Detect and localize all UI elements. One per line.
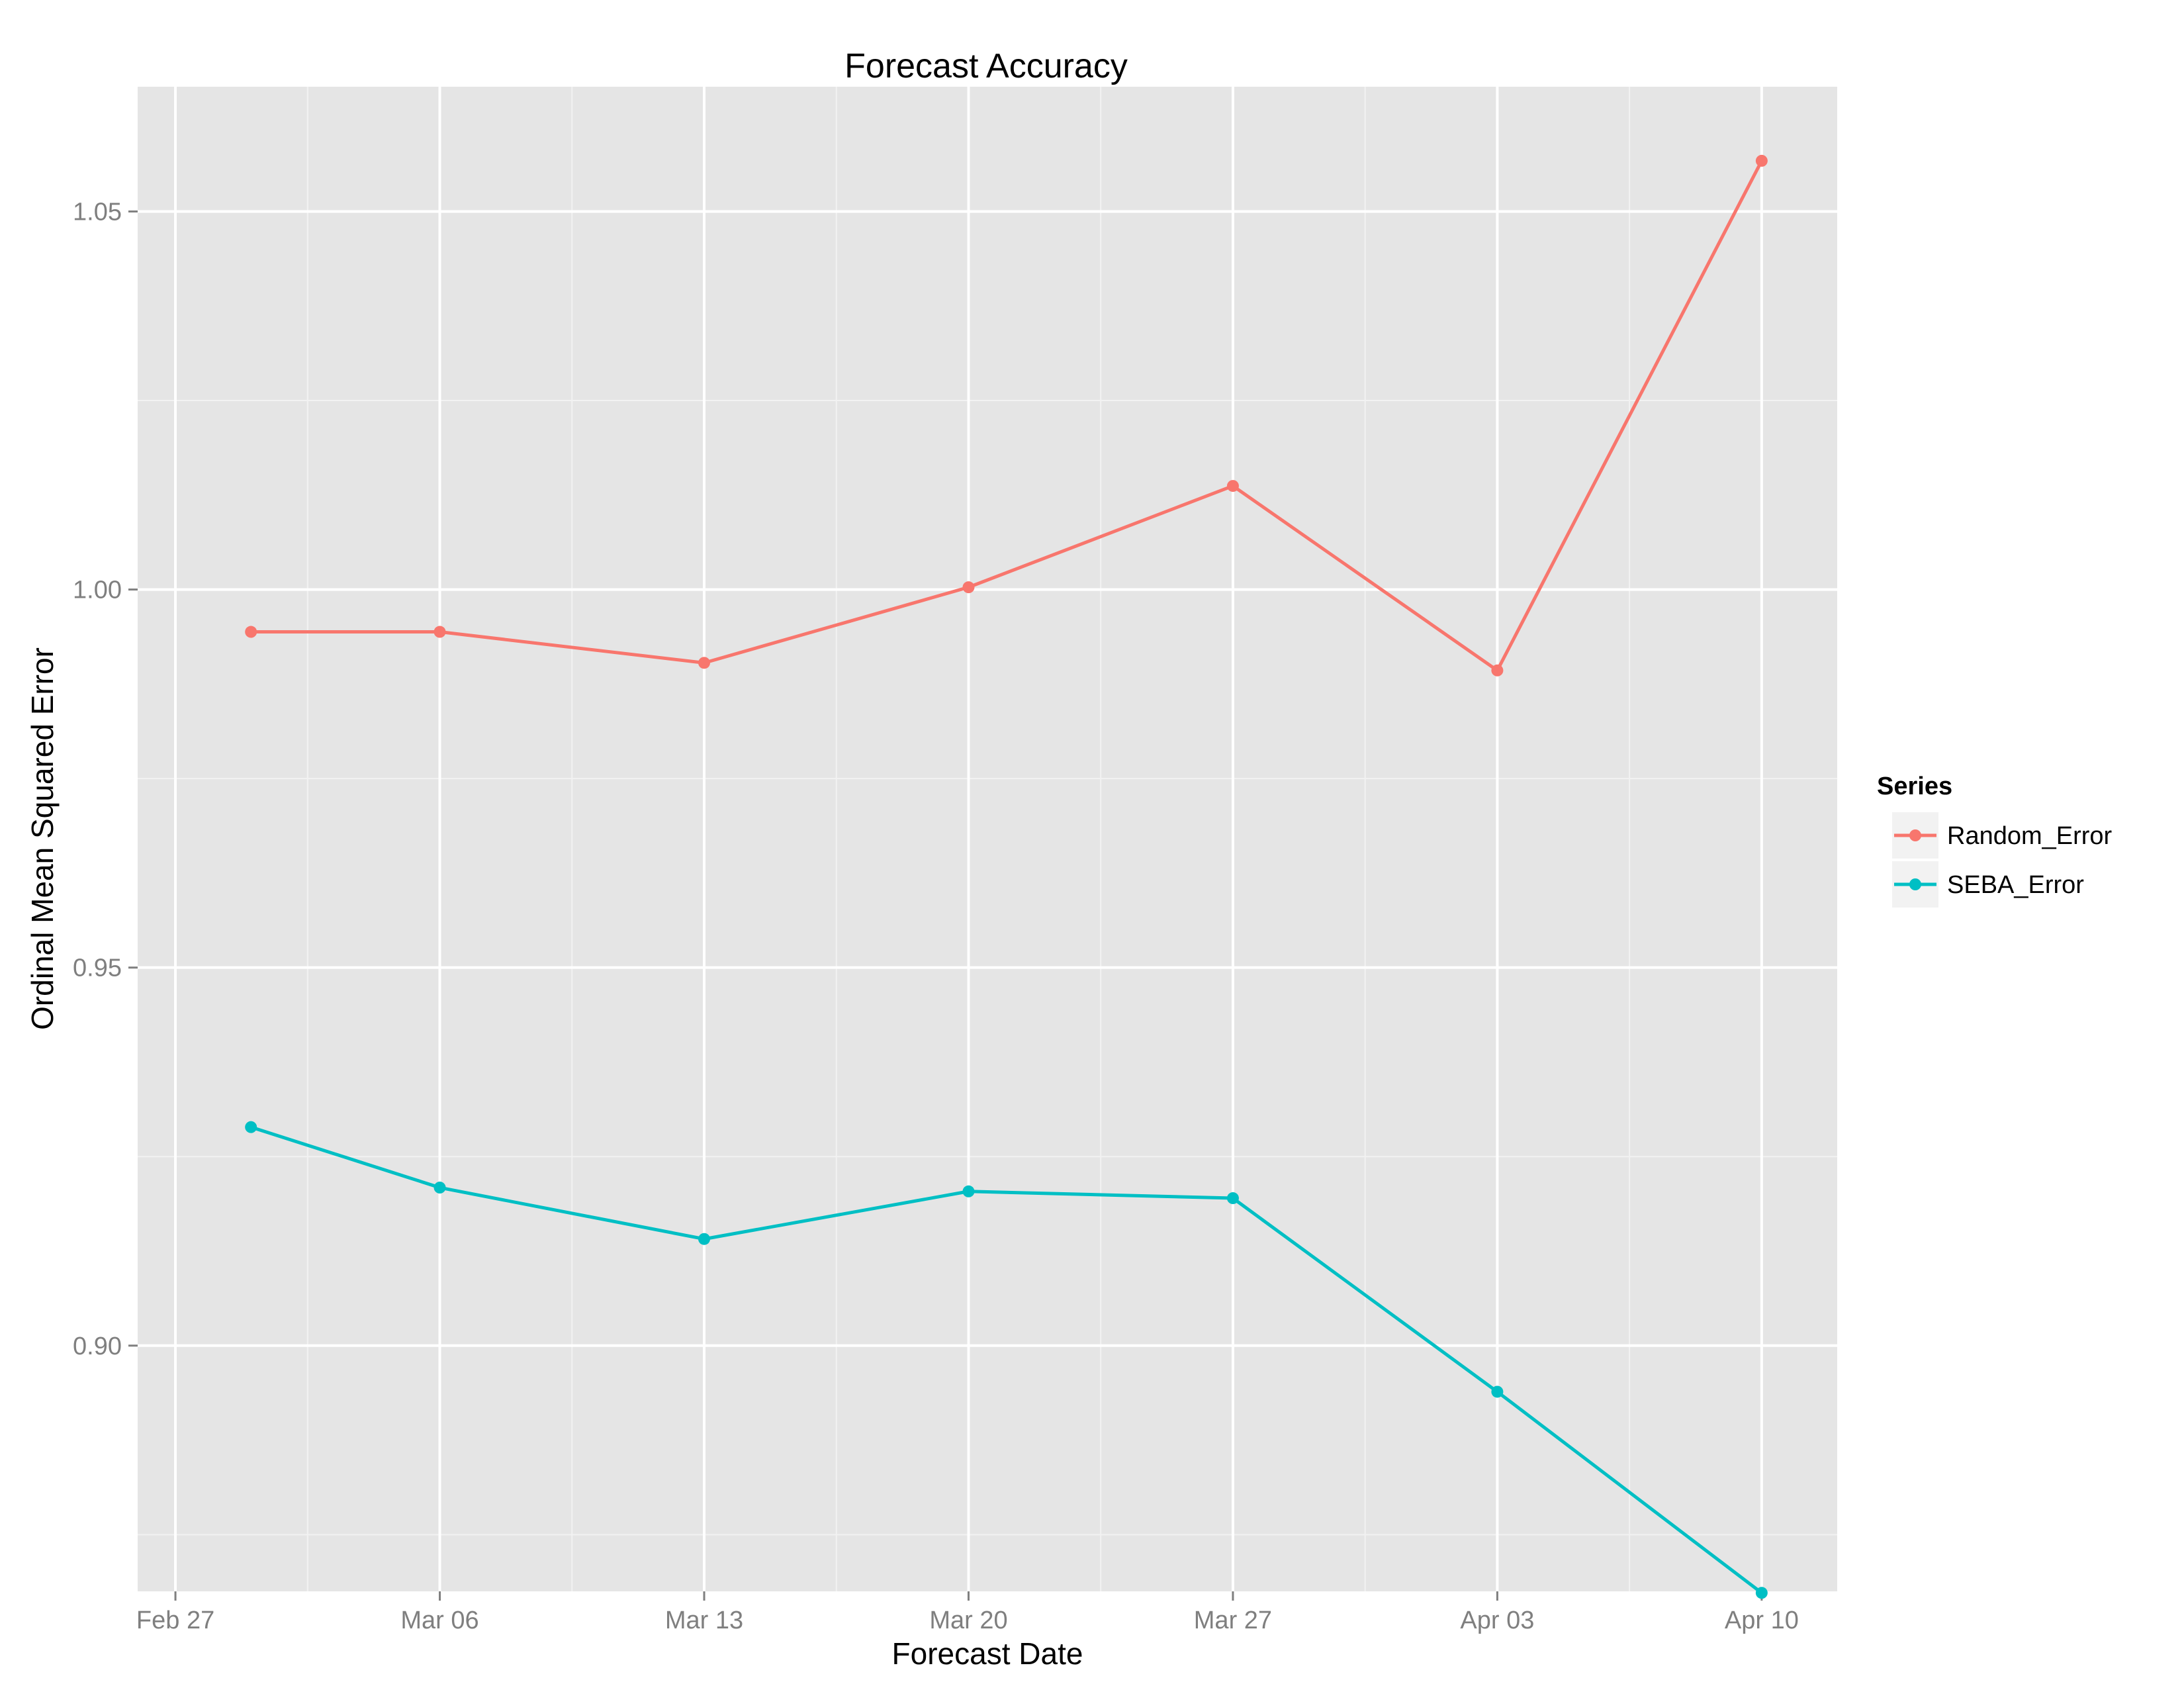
data-point-random-error [1226,480,1239,492]
chart-title: Forecast Accuracy [844,47,1128,85]
x-tick-label: Mar 13 [665,1607,743,1634]
data-point-seba-error [962,1185,975,1197]
data-point-random-error [245,626,257,638]
data-point-seba-error [1755,1587,1768,1599]
legend: Series Random_Error SEBA_Error [1877,773,2113,909]
y-tick-label: 0.90 [73,1333,122,1360]
x-tick-label: Mar 27 [1194,1607,1272,1634]
data-point-seba-error [698,1233,710,1245]
x-tick-label: Feb 27 [136,1607,214,1634]
data-point-random-error [433,626,446,638]
legend-label: Random_Error [1947,822,2113,850]
data-point-random-error [1755,154,1768,167]
plot-panel [138,87,1837,1591]
data-point-random-error [962,581,975,594]
legend-title: Series [1877,773,1952,800]
x-axis-ticks: Feb 27 Mar 06 Mar 13 Mar 20 Mar 27 Apr 03 Apr … [136,1591,1799,1634]
x-tick-label: Apr 03 [1460,1607,1534,1634]
major-gridlines [138,87,1837,1591]
legend-key-point [1909,829,1921,841]
data-point-random-error [698,657,710,669]
data-point-seba-error [245,1121,257,1133]
x-tick-label: Mar 20 [929,1607,1007,1634]
legend-item: SEBA_Error [1891,860,2084,909]
legend-item: Random_Error [1891,811,2113,860]
y-axis-title: Ordinal Mean Squared Error [25,647,60,1030]
minor-gridlines [138,87,1837,1591]
x-axis-title: Forecast Date [892,1636,1083,1671]
legend-key-point [1909,878,1921,890]
y-tick-label: 0.95 [73,955,122,982]
data-point-seba-error [433,1182,446,1194]
y-tick-label: 1.00 [73,577,122,604]
x-tick-label: Mar 06 [400,1607,478,1634]
x-tick-label: Apr 10 [1725,1607,1799,1634]
y-tick-label: 1.05 [73,198,122,226]
legend-label: SEBA_Error [1947,871,2084,899]
data-point-seba-error [1226,1192,1239,1205]
data-point-seba-error [1491,1385,1504,1398]
data-point-random-error [1491,664,1504,677]
y-axis-ticks: 0.90 0.95 1.00 1.05 [73,198,138,1360]
series-points [245,154,1768,1599]
